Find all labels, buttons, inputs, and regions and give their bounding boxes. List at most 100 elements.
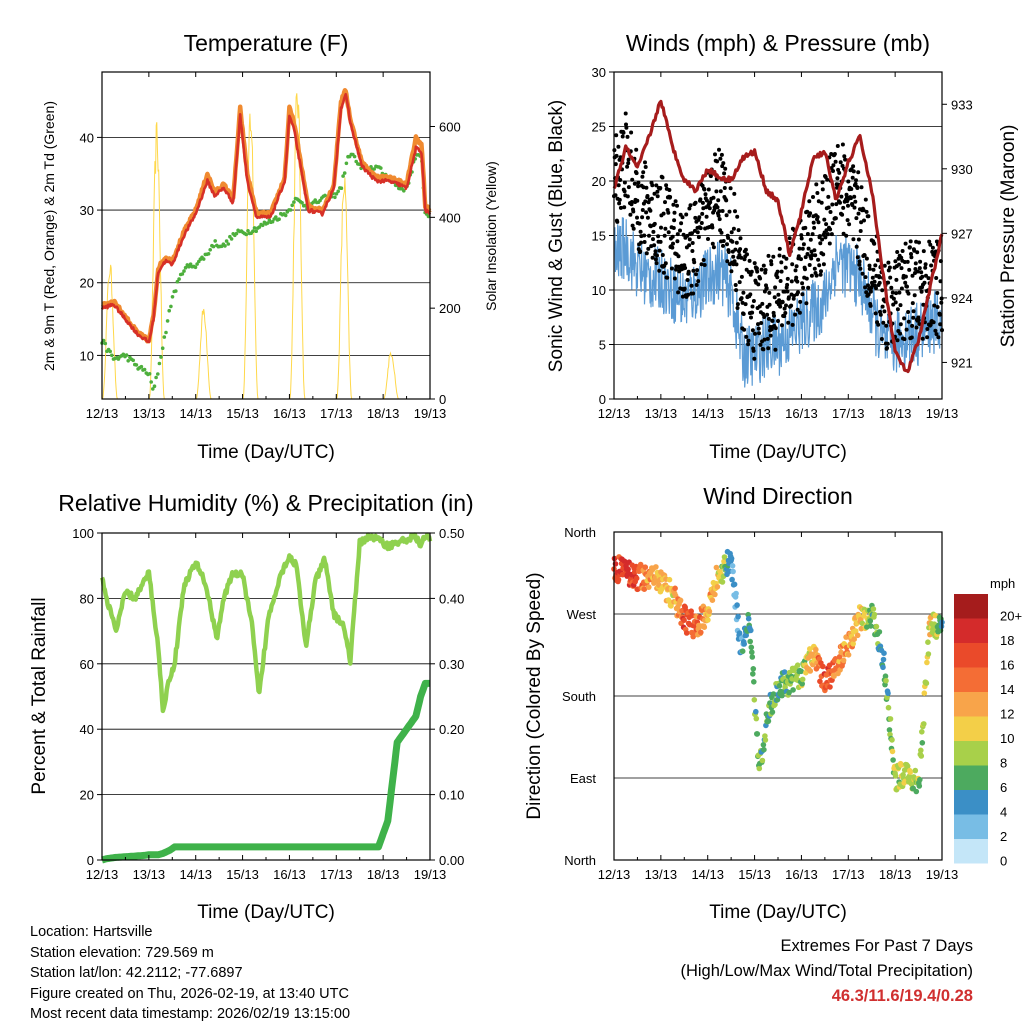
- dewpoint-point: [170, 295, 175, 299]
- gust-point: [821, 252, 826, 257]
- gust-point: [876, 322, 881, 327]
- dewpoint-point: [274, 215, 278, 219]
- gust-point: [815, 215, 820, 219]
- direction-point: [916, 783, 923, 789]
- direction-point: [688, 608, 694, 614]
- direction-xtick-label: 12/13: [598, 867, 631, 882]
- precip-ytick-label: 0.40: [439, 591, 464, 606]
- gust-point: [841, 205, 846, 210]
- precip-ytick-label: 0.30: [439, 657, 464, 672]
- direction-point: [747, 638, 753, 645]
- gust-point: [790, 262, 795, 267]
- dewpoint-point: [333, 195, 337, 200]
- gust-point: [887, 265, 892, 270]
- gust-point: [761, 263, 766, 268]
- gust-point: [825, 232, 830, 237]
- gust-point: [811, 220, 816, 225]
- gust-point: [902, 337, 907, 342]
- gust-point: [756, 322, 760, 327]
- direction-point: [880, 664, 886, 671]
- gust-point: [852, 194, 857, 199]
- dewpoint-point: [152, 384, 157, 389]
- dewpoint-point: [226, 242, 231, 246]
- gust-point: [920, 336, 925, 341]
- gust-point: [793, 268, 798, 273]
- gust-point: [847, 222, 852, 227]
- gust-point: [859, 185, 864, 190]
- gust-point: [854, 216, 859, 221]
- colorbar-label: 6: [1000, 780, 1007, 795]
- gust-point: [921, 249, 926, 254]
- colorbar-swatch: [954, 814, 988, 839]
- gust-point: [828, 210, 833, 214]
- gust-point: [934, 332, 939, 337]
- gust-point: [836, 167, 841, 172]
- gust-point: [851, 164, 856, 169]
- direction-point: [836, 654, 843, 660]
- gust-point: [818, 272, 823, 277]
- gust-point: [911, 315, 916, 320]
- direction-point: [924, 659, 930, 666]
- dewpoint-point: [169, 304, 173, 309]
- temperature-xtick-label: 12/13: [86, 406, 119, 421]
- gust-point: [907, 267, 912, 272]
- dewpoint-point: [201, 257, 206, 261]
- gust-point: [794, 275, 799, 280]
- direction-point: [765, 718, 772, 724]
- dewpoint-point: [244, 232, 249, 237]
- dewpoint-point: [211, 244, 216, 249]
- gust-point: [800, 281, 805, 286]
- temperature-xtick-label: 17/13: [320, 406, 353, 421]
- gust-point: [635, 215, 639, 220]
- gust-point: [682, 286, 687, 291]
- gust-point: [795, 307, 800, 312]
- colorbar-label: 10: [1000, 731, 1014, 746]
- relative-humidity-line: [99, 532, 433, 714]
- gust-point: [765, 312, 770, 317]
- gust-point: [854, 244, 859, 249]
- gust-point: [893, 300, 898, 305]
- gust-point: [670, 245, 675, 250]
- gust-point: [809, 256, 814, 261]
- gust-point: [856, 170, 861, 175]
- direction-point: [714, 584, 721, 590]
- gust-point: [735, 214, 740, 219]
- gust-point: [642, 240, 647, 244]
- gust-point: [622, 189, 627, 194]
- gust-point: [717, 209, 722, 214]
- gust-point: [776, 319, 780, 323]
- dewpoint-point: [164, 330, 168, 335]
- dewpoint-point: [352, 154, 357, 159]
- gust-point: [666, 230, 671, 235]
- gust-point: [776, 292, 781, 297]
- direction-point: [761, 746, 767, 753]
- gust-point: [804, 276, 809, 281]
- direction-point: [881, 650, 887, 656]
- dewpoint-point: [213, 239, 217, 243]
- direction-ytick-label: North: [564, 853, 596, 868]
- gust-point: [910, 273, 915, 278]
- direction-point: [749, 649, 755, 655]
- winds-xlabel: Time (Day/UTC): [709, 442, 847, 463]
- gust-point: [758, 276, 763, 281]
- direction-xtick-label: 15/13: [738, 867, 771, 882]
- gust-point: [753, 331, 757, 336]
- gust-point: [807, 263, 812, 267]
- gust-point: [751, 348, 756, 353]
- gust-point: [856, 211, 861, 216]
- gust-point: [824, 228, 829, 233]
- gust-point: [766, 346, 771, 351]
- direction-point: [883, 677, 889, 684]
- gust-point: [652, 221, 657, 226]
- gust-point: [623, 111, 628, 116]
- direction-point: [668, 603, 674, 609]
- dewpoint-point: [339, 186, 344, 190]
- gust-point: [685, 278, 690, 282]
- direction-point: [925, 639, 931, 645]
- direction-point: [712, 591, 718, 598]
- gust-point: [855, 186, 860, 190]
- gust-point: [749, 269, 754, 274]
- pressure-ytick-label: 924: [951, 291, 973, 306]
- dewpoint-point: [270, 219, 275, 224]
- gust-point: [838, 160, 843, 165]
